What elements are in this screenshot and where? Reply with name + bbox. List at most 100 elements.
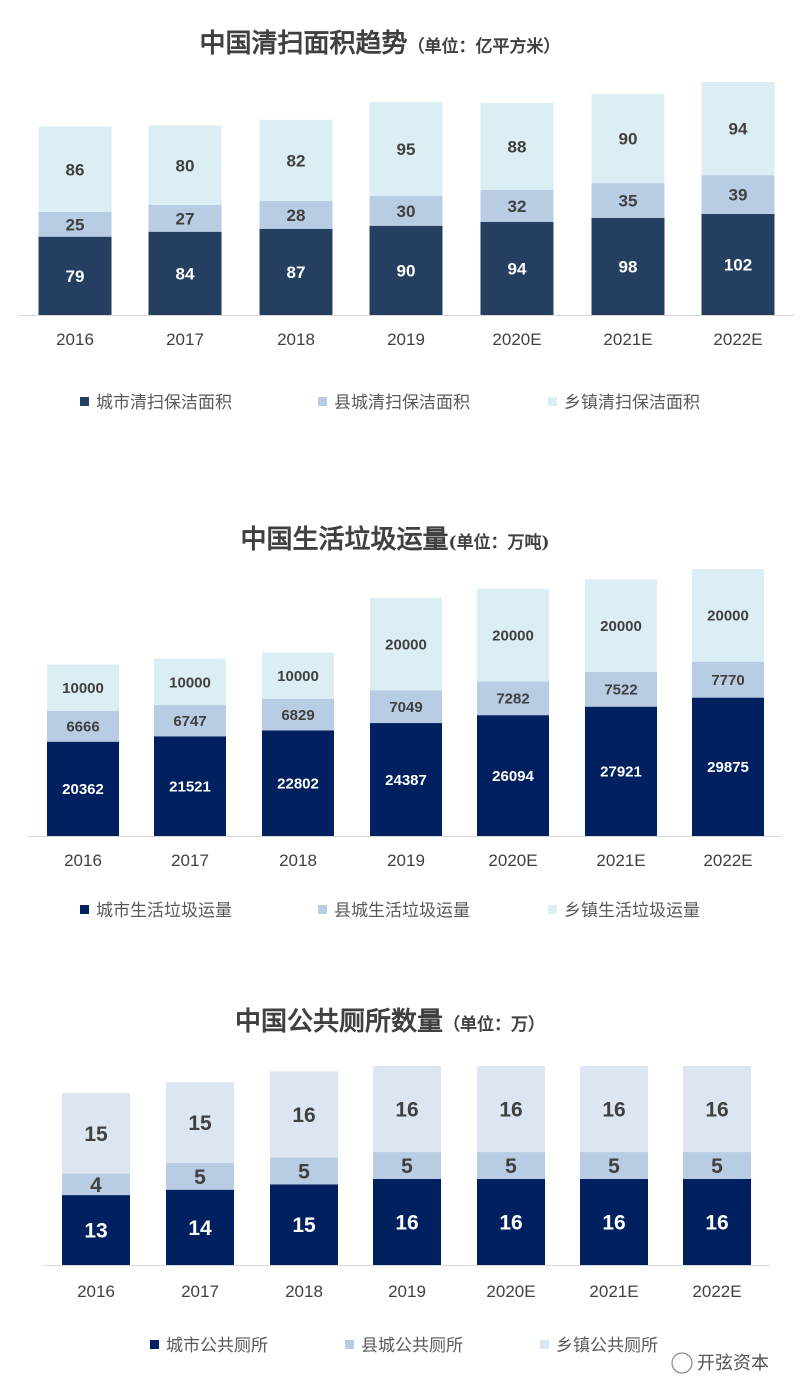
- legend-label: 县城公共厕所: [361, 1336, 463, 1356]
- title-text: 中国生活垃圾运量: [240, 524, 448, 555]
- legend-swatch: [345, 1340, 354, 1349]
- legend-label: 城市生活垃圾运量: [96, 901, 232, 921]
- data-label: 7282: [496, 691, 529, 708]
- watermark: 开弦资本: [671, 1352, 769, 1374]
- bar-2019-s3: [370, 597, 442, 691]
- data-label: 82: [287, 151, 306, 170]
- data-label: 16: [602, 1099, 625, 1122]
- data-label: 15: [292, 1214, 316, 1237]
- bar-2022E-s1: [701, 213, 775, 315]
- data-label: 5: [711, 1155, 723, 1178]
- bar-2017-s2: [154, 705, 226, 737]
- data-label: 20362: [62, 781, 104, 798]
- data-label: 16: [292, 1104, 315, 1127]
- bar-2016-s1: [38, 236, 112, 315]
- bar-2021E-s3: [585, 579, 657, 672]
- data-label: 6829: [281, 707, 314, 724]
- data-label: 5: [505, 1155, 517, 1178]
- legend-swatch: [80, 397, 89, 406]
- bar-2021E-s1: [580, 1178, 648, 1265]
- bar-2022E-s2: [692, 661, 764, 698]
- chart-title: 中国生活垃圾运量(单位：万吨): [240, 524, 549, 555]
- data-label: 10000: [62, 680, 104, 697]
- legend-label: 城市清扫保洁面积: [96, 393, 232, 413]
- bar-2018-s2: [262, 698, 334, 731]
- bar-2020E-s1: [477, 1178, 545, 1265]
- data-label: 16: [705, 1212, 728, 1235]
- data-label: 39: [729, 186, 748, 205]
- data-label: 16: [395, 1212, 418, 1235]
- bar-2021E-s2: [580, 1152, 648, 1179]
- legend-label: 县城生活垃圾运量: [334, 901, 470, 921]
- title-text: 中国公共厕所数量: [235, 1007, 443, 1037]
- data-label: 5: [194, 1166, 206, 1189]
- x-tick-label: 2022E: [703, 851, 752, 870]
- legend-swatch: [548, 397, 557, 406]
- bar-2016-s2: [47, 710, 119, 742]
- bar-2016-s3: [62, 1092, 130, 1174]
- x-tick-label: 2021E: [596, 851, 645, 870]
- title-unit: （单位：亿平方米）: [408, 36, 561, 57]
- bar-2022E-s1: [683, 1178, 751, 1265]
- x-tick-label: 2022E: [692, 1282, 741, 1301]
- data-label: 88: [508, 138, 527, 157]
- bar-2021E-s3: [580, 1066, 648, 1153]
- x-tick-label: 2017: [171, 851, 209, 870]
- bar-2020E-s2: [480, 190, 554, 222]
- data-label: 16: [602, 1212, 625, 1235]
- legend-swatch: [80, 905, 89, 914]
- bar-2020E-s2: [477, 681, 549, 716]
- bar-2017-s2: [166, 1162, 234, 1190]
- bar-2021E-s1: [585, 706, 657, 836]
- bar-2022E-s1: [692, 697, 764, 836]
- x-tick-label: 2019: [387, 330, 425, 349]
- bar-2018-s2: [259, 200, 333, 229]
- data-label: 22802: [277, 776, 319, 793]
- bar-2018-s1: [262, 730, 334, 836]
- data-label: 16: [395, 1099, 418, 1122]
- bar-2020E-s1: [480, 221, 554, 315]
- data-label: 28: [287, 206, 306, 225]
- data-label: 32: [508, 197, 527, 216]
- data-label: 86: [66, 160, 85, 179]
- x-tick-label: 2021E: [589, 1282, 638, 1301]
- data-label: 16: [705, 1099, 728, 1122]
- legend-swatch: [540, 1340, 549, 1349]
- bar-2016-s3: [38, 126, 112, 212]
- bar-2019-s1: [370, 723, 442, 836]
- bar-2019-s3: [373, 1066, 441, 1153]
- data-label: 14: [188, 1217, 212, 1240]
- data-label: 95: [397, 140, 416, 159]
- bar-2021E-s2: [585, 671, 657, 707]
- chart-1: 中国清扫面积趋势（单位：亿平方米） 79 25 86 2016 84 27 80 2017 87 2…: [18, 29, 795, 413]
- data-label: 10000: [169, 674, 211, 691]
- data-label: 6666: [66, 719, 99, 736]
- x-tick-label: 2022E: [713, 330, 762, 349]
- legend-swatch: [318, 397, 327, 406]
- data-label: 35: [619, 192, 638, 211]
- bar-2020E-s3: [480, 102, 554, 191]
- data-label: 13: [84, 1220, 107, 1243]
- legend-label: 乡镇公共厕所: [556, 1336, 658, 1356]
- x-tick-label: 2017: [166, 330, 204, 349]
- x-tick-label: 2018: [279, 851, 317, 870]
- bar-2019-s3: [369, 101, 443, 197]
- chart-2: 中国生活垃圾运量(单位：万吨) 20362 6666 10000 2016 21521 67…: [28, 524, 782, 921]
- bar-2017-s3: [148, 125, 222, 205]
- x-tick-label: 2016: [77, 1282, 115, 1301]
- bar-2022E-s2: [683, 1152, 751, 1179]
- x-tick-label: 2016: [56, 330, 94, 349]
- bar-2020E-s1: [477, 715, 549, 836]
- bar-2018-s1: [270, 1184, 338, 1265]
- bar-2019-s2: [369, 196, 443, 226]
- bar-2018-s3: [262, 652, 334, 699]
- data-label: 15: [188, 1112, 212, 1135]
- bar-2017-s3: [166, 1082, 234, 1163]
- data-label: 5: [401, 1155, 413, 1178]
- bar-2016-s1: [62, 1195, 130, 1265]
- legend-label: 乡镇清扫保洁面积: [564, 393, 700, 413]
- x-tick-label: 2018: [285, 1282, 323, 1301]
- data-label: 94: [508, 260, 527, 279]
- watermark-text: 开弦资本: [697, 1353, 769, 1374]
- x-tick-label: 2020E: [488, 851, 537, 870]
